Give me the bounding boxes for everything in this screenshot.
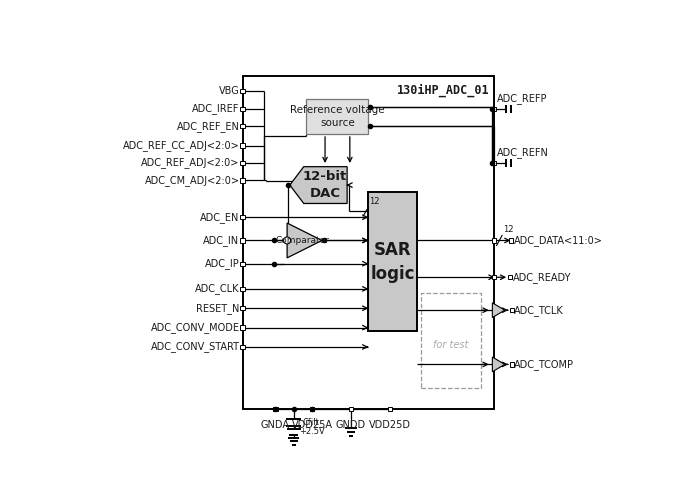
Text: ADC_EN: ADC_EN bbox=[200, 212, 239, 223]
Bar bbox=[310, 407, 314, 411]
Bar bbox=[388, 407, 392, 411]
Polygon shape bbox=[290, 166, 347, 204]
Polygon shape bbox=[492, 303, 505, 317]
Bar bbox=[240, 262, 245, 266]
Text: ADC_CONV_MODE: ADC_CONV_MODE bbox=[150, 322, 239, 333]
Bar bbox=[349, 407, 353, 411]
Text: 130iHP_ADC_01: 130iHP_ADC_01 bbox=[397, 83, 490, 97]
Text: Reference voltage
source: Reference voltage source bbox=[290, 105, 385, 128]
Text: for test: for test bbox=[433, 340, 468, 350]
Bar bbox=[240, 325, 245, 330]
Bar bbox=[492, 107, 496, 111]
Text: ADC_REF_CC_ADJ<2:0>: ADC_REF_CC_ADJ<2:0> bbox=[122, 140, 239, 151]
Text: ADC_CLK: ADC_CLK bbox=[195, 283, 239, 294]
Bar bbox=[368, 192, 416, 331]
Bar bbox=[240, 306, 245, 310]
Bar bbox=[240, 89, 245, 94]
Text: ADC_REFP: ADC_REFP bbox=[498, 93, 548, 104]
Bar bbox=[240, 107, 245, 111]
Text: VDD25D: VDD25D bbox=[369, 420, 411, 430]
Polygon shape bbox=[287, 223, 322, 258]
Bar bbox=[492, 275, 496, 279]
Bar bbox=[240, 238, 245, 242]
Text: SAR
logic: SAR logic bbox=[370, 241, 415, 283]
Bar bbox=[508, 275, 512, 279]
Bar bbox=[240, 345, 245, 349]
Text: ADC_CONV_START: ADC_CONV_START bbox=[150, 342, 239, 353]
Text: ADC_REF_ADJ<2:0>: ADC_REF_ADJ<2:0> bbox=[141, 157, 239, 169]
Bar bbox=[243, 76, 494, 409]
Circle shape bbox=[284, 237, 290, 244]
Text: 12: 12 bbox=[370, 197, 380, 206]
Bar bbox=[509, 238, 513, 242]
Text: GNDD: GNDD bbox=[336, 420, 366, 430]
Text: VDD25A: VDD25A bbox=[292, 420, 332, 430]
Text: ADC_DATA<11:0>: ADC_DATA<11:0> bbox=[514, 235, 603, 246]
Bar bbox=[510, 362, 514, 367]
Text: ADC_REF_EN: ADC_REF_EN bbox=[176, 121, 239, 132]
Bar bbox=[492, 238, 496, 242]
Text: ADC_READY: ADC_READY bbox=[512, 272, 571, 283]
Bar bbox=[492, 161, 496, 165]
Bar bbox=[240, 215, 245, 219]
Text: GNDA: GNDA bbox=[261, 420, 290, 430]
Bar bbox=[273, 407, 278, 411]
Bar bbox=[240, 178, 245, 183]
Text: 12: 12 bbox=[503, 225, 513, 234]
Text: Cfilt: Cfilt bbox=[302, 417, 319, 427]
Text: ADC_IP: ADC_IP bbox=[204, 258, 239, 269]
Text: +2.5V: +2.5V bbox=[300, 427, 326, 436]
Text: 12-bit
DAC: 12-bit DAC bbox=[303, 170, 347, 200]
Text: ADC_TCLK: ADC_TCLK bbox=[514, 305, 564, 315]
Polygon shape bbox=[492, 357, 505, 372]
Text: ADC_TCOMP: ADC_TCOMP bbox=[514, 359, 574, 370]
Text: ADC_IREF: ADC_IREF bbox=[192, 103, 239, 114]
Bar bbox=[240, 143, 245, 148]
Text: Comparator: Comparator bbox=[276, 236, 330, 245]
Bar bbox=[510, 308, 514, 312]
Text: ADC_CM_ADJ<2:0>: ADC_CM_ADJ<2:0> bbox=[144, 175, 239, 186]
Text: ADC_IN: ADC_IN bbox=[203, 235, 239, 246]
Bar bbox=[240, 287, 245, 291]
Text: ADC_REFN: ADC_REFN bbox=[498, 147, 550, 158]
Text: VBG: VBG bbox=[218, 87, 239, 97]
Text: RESET_N: RESET_N bbox=[196, 303, 239, 314]
Bar bbox=[240, 161, 245, 165]
Bar bbox=[240, 124, 245, 128]
Bar bbox=[307, 99, 368, 134]
Bar bbox=[421, 293, 481, 388]
